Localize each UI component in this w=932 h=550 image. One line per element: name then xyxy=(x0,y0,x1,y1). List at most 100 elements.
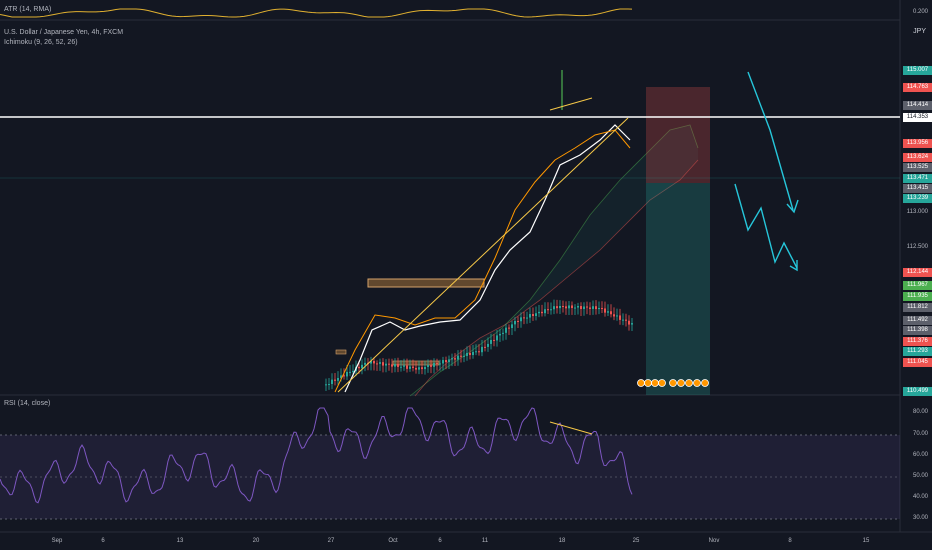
candle-body xyxy=(403,365,405,367)
price-axis-label: 112.500 xyxy=(906,244,928,250)
candle-body xyxy=(400,366,402,368)
candle-body xyxy=(418,367,420,370)
candle-body xyxy=(331,379,333,385)
date-axis-label: 13 xyxy=(176,538,184,544)
candle-body xyxy=(502,332,504,334)
candle-body xyxy=(574,307,576,309)
candle-body xyxy=(490,339,492,344)
candle-body xyxy=(394,364,396,367)
candle-body xyxy=(391,364,393,367)
take-profit-zone xyxy=(646,183,710,395)
price-badge: 111.398 xyxy=(903,326,932,335)
candle-body xyxy=(334,379,336,381)
arrowhead xyxy=(789,260,798,272)
date-axis-label: 25 xyxy=(632,538,640,544)
event-marker xyxy=(669,379,677,387)
price-badge: 110.499 xyxy=(903,387,932,396)
volume-spike xyxy=(561,70,563,110)
candle-body xyxy=(517,320,519,322)
rsi-axis-label: 60.00 xyxy=(912,452,928,458)
arrowhead xyxy=(786,199,799,214)
candle-body xyxy=(466,352,468,356)
candle-body xyxy=(463,355,465,357)
price-badge: 111.935 xyxy=(903,292,932,301)
candle-body xyxy=(580,306,582,310)
candle-body xyxy=(478,351,480,353)
candle-body xyxy=(388,363,390,365)
candle-body xyxy=(361,364,363,369)
price-badge: 114.414 xyxy=(903,101,932,110)
event-marker xyxy=(644,379,652,387)
candle-body xyxy=(370,360,372,364)
rsi-line xyxy=(0,407,633,504)
date-axis-label: 6 xyxy=(101,538,105,544)
candle-body xyxy=(613,314,615,317)
candle-body xyxy=(421,367,423,370)
symbol-legend[interactable]: U.S. Dollar / Japanese Yen, 4h, FXCM xyxy=(4,29,124,36)
candle-body xyxy=(352,370,354,372)
candle-body xyxy=(430,365,432,367)
candle-body xyxy=(616,315,618,317)
candle-body xyxy=(511,324,513,328)
candle-body xyxy=(340,375,342,378)
candle-body xyxy=(412,366,414,368)
candle-body xyxy=(451,358,453,360)
candle-body xyxy=(406,365,408,369)
candle-body xyxy=(583,306,585,310)
candle-body xyxy=(472,351,474,356)
candle-body xyxy=(622,319,624,321)
candle-body xyxy=(397,364,399,367)
date-axis-label: 27 xyxy=(327,538,335,544)
price-badge: 113.624 xyxy=(903,153,932,162)
candle-body xyxy=(499,333,501,336)
candle-body xyxy=(520,317,522,322)
candle-body xyxy=(385,363,387,366)
candle-body xyxy=(589,307,591,309)
event-marker xyxy=(701,379,709,387)
rsi-axis-label: 50.00 xyxy=(912,473,928,479)
price-badge: 111.293 xyxy=(903,347,932,356)
candle-body xyxy=(496,335,498,341)
candle-body xyxy=(595,306,597,310)
atr-legend[interactable]: ATR (14, RMA) xyxy=(4,6,52,13)
ichimoku-legend[interactable]: Ichimoku (9, 26, 52, 26) xyxy=(4,39,78,46)
event-marker xyxy=(637,379,645,387)
candle-body xyxy=(445,360,447,363)
price-badge: 115.007 xyxy=(903,66,932,75)
date-axis-label: 6 xyxy=(438,538,442,544)
candle-body xyxy=(550,309,552,311)
candle-body xyxy=(460,355,462,357)
candle-body xyxy=(409,366,411,369)
candle-body xyxy=(415,367,417,370)
atr-line xyxy=(0,8,633,18)
candle-body xyxy=(349,371,351,373)
candle-body xyxy=(619,315,621,320)
rsi-legend[interactable]: RSI (14, close) xyxy=(4,400,51,407)
kijun-sen xyxy=(334,129,631,393)
rsi-axis-label: 30.00 xyxy=(912,515,928,521)
candle-body xyxy=(610,311,612,315)
price-badge: 113.956 xyxy=(903,139,932,148)
candle-body xyxy=(325,384,327,386)
candle-body xyxy=(382,362,384,366)
ichimoku-cloud xyxy=(410,125,698,396)
price-badge: 113.415 xyxy=(903,184,932,193)
candle-body xyxy=(601,307,603,309)
price-badge: 111.376 xyxy=(903,337,932,346)
candle-body xyxy=(628,320,630,325)
candle-body xyxy=(475,351,477,353)
candle-body xyxy=(436,363,438,365)
price-badge: 114.763 xyxy=(903,83,932,92)
candle-body xyxy=(631,323,633,325)
candle-body xyxy=(358,366,360,369)
candle-body xyxy=(424,366,426,370)
candle-body xyxy=(625,319,627,321)
candle-body xyxy=(364,362,366,365)
candle-body xyxy=(373,360,375,364)
candle-body xyxy=(526,317,528,319)
price-badge: 114.353 xyxy=(903,113,932,122)
candle-body xyxy=(427,365,429,367)
candle-body xyxy=(604,308,606,313)
price-badge: 111.967 xyxy=(903,281,932,290)
